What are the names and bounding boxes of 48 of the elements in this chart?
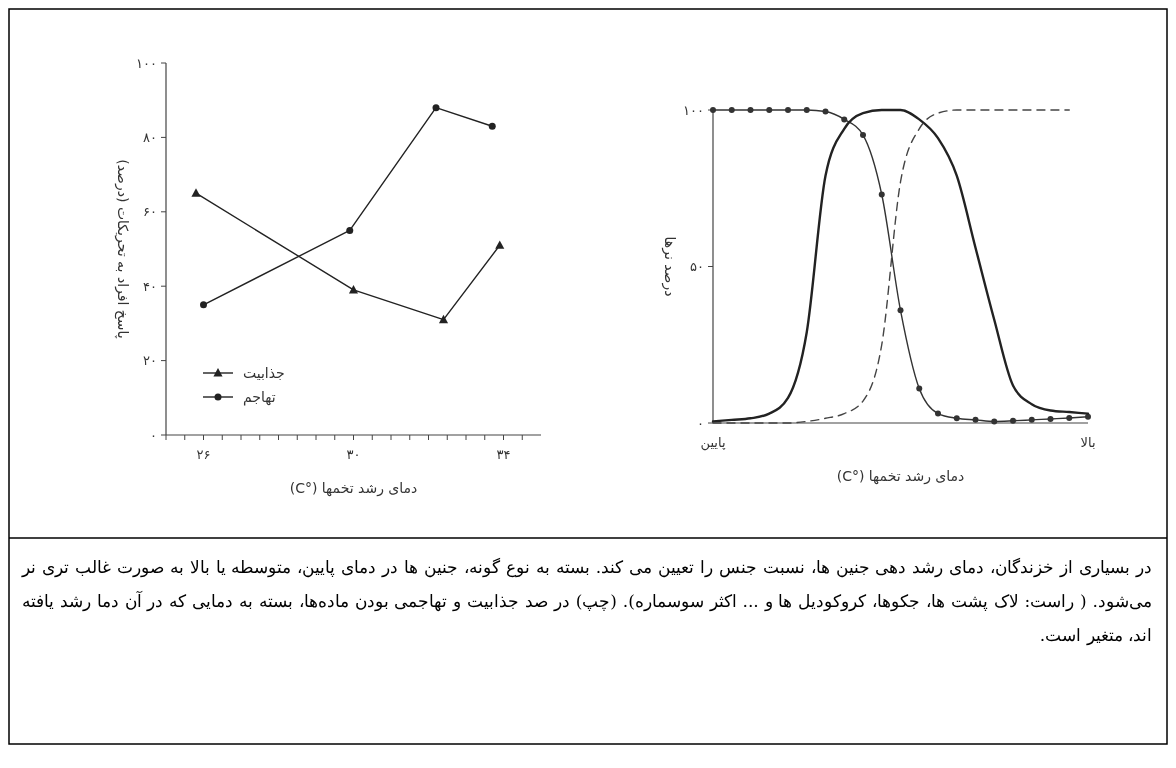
point <box>1066 414 1073 421</box>
point <box>953 415 960 422</box>
x-axis-title: دمای رشد تخمها (°C) <box>289 480 418 497</box>
point <box>935 410 941 417</box>
point <box>495 240 505 249</box>
point <box>747 107 754 113</box>
point <box>841 116 848 123</box>
point <box>1010 417 1016 424</box>
y-tick-label: ۲۰ <box>143 353 157 369</box>
point <box>438 314 449 324</box>
x-tick-label: پایین <box>700 435 726 451</box>
y-tick-label: ۰ <box>150 427 157 443</box>
x-tick-label: ۳۰ <box>346 447 361 462</box>
point <box>822 108 829 115</box>
y-tick-label: ۸۰ <box>143 129 157 145</box>
y-tick-label: ۱۰۰ <box>136 55 157 71</box>
point <box>1085 413 1091 420</box>
legend-label: تهاجم <box>243 388 276 406</box>
point <box>728 107 735 113</box>
y-axis-title: درصد نرها <box>661 236 678 297</box>
point <box>991 418 998 425</box>
point <box>432 104 440 112</box>
y-tick-label: ۵۰ <box>690 259 704 275</box>
x-tick-label: ۲۶ <box>196 447 211 462</box>
point <box>785 107 791 113</box>
point <box>488 122 496 130</box>
point <box>972 416 979 423</box>
point <box>916 385 923 392</box>
y-axis-title: پاسخ افراد به تحریکات (درصد) <box>114 159 131 339</box>
point <box>766 107 773 113</box>
x-tick-label: ۳۴ <box>496 447 511 462</box>
y-tick-label: ۱۰۰ <box>683 102 704 118</box>
y-tick-label: ۰ <box>697 415 704 431</box>
point <box>191 188 201 197</box>
x-axis-title: دمای رشد تخمها (°C) <box>836 468 965 485</box>
y-tick-label: ۶۰ <box>143 204 157 220</box>
point <box>860 132 866 139</box>
point <box>878 191 885 198</box>
point <box>897 307 904 314</box>
text: در بسیاری از خزندگان، دمای رشد دهی جنین ها، نسبت جنس را تعیین می کند. بسته به نوع گونه، جنین ها در دمای پایین، متوسطه یا بالا به صورت غالب تری نر می‌شود. ( راست: لاک پشت ها، جکوها، کروکودیل ها و ... اکثر سوسماره). (چپ) در صد جذابیت و تهاجمی بودن ماده‌ها، بسته به دمایی که در آن دما رشد یافته اند، متغیر است. <box>22 557 1153 645</box>
legend-label: جذابیت <box>243 364 285 381</box>
point <box>803 107 810 113</box>
point <box>1047 415 1054 422</box>
y-tick-label: ۴۰ <box>143 278 157 294</box>
point <box>1028 416 1035 423</box>
point <box>200 301 207 309</box>
point <box>346 226 354 234</box>
x-tick-label: بالا <box>1080 435 1096 450</box>
